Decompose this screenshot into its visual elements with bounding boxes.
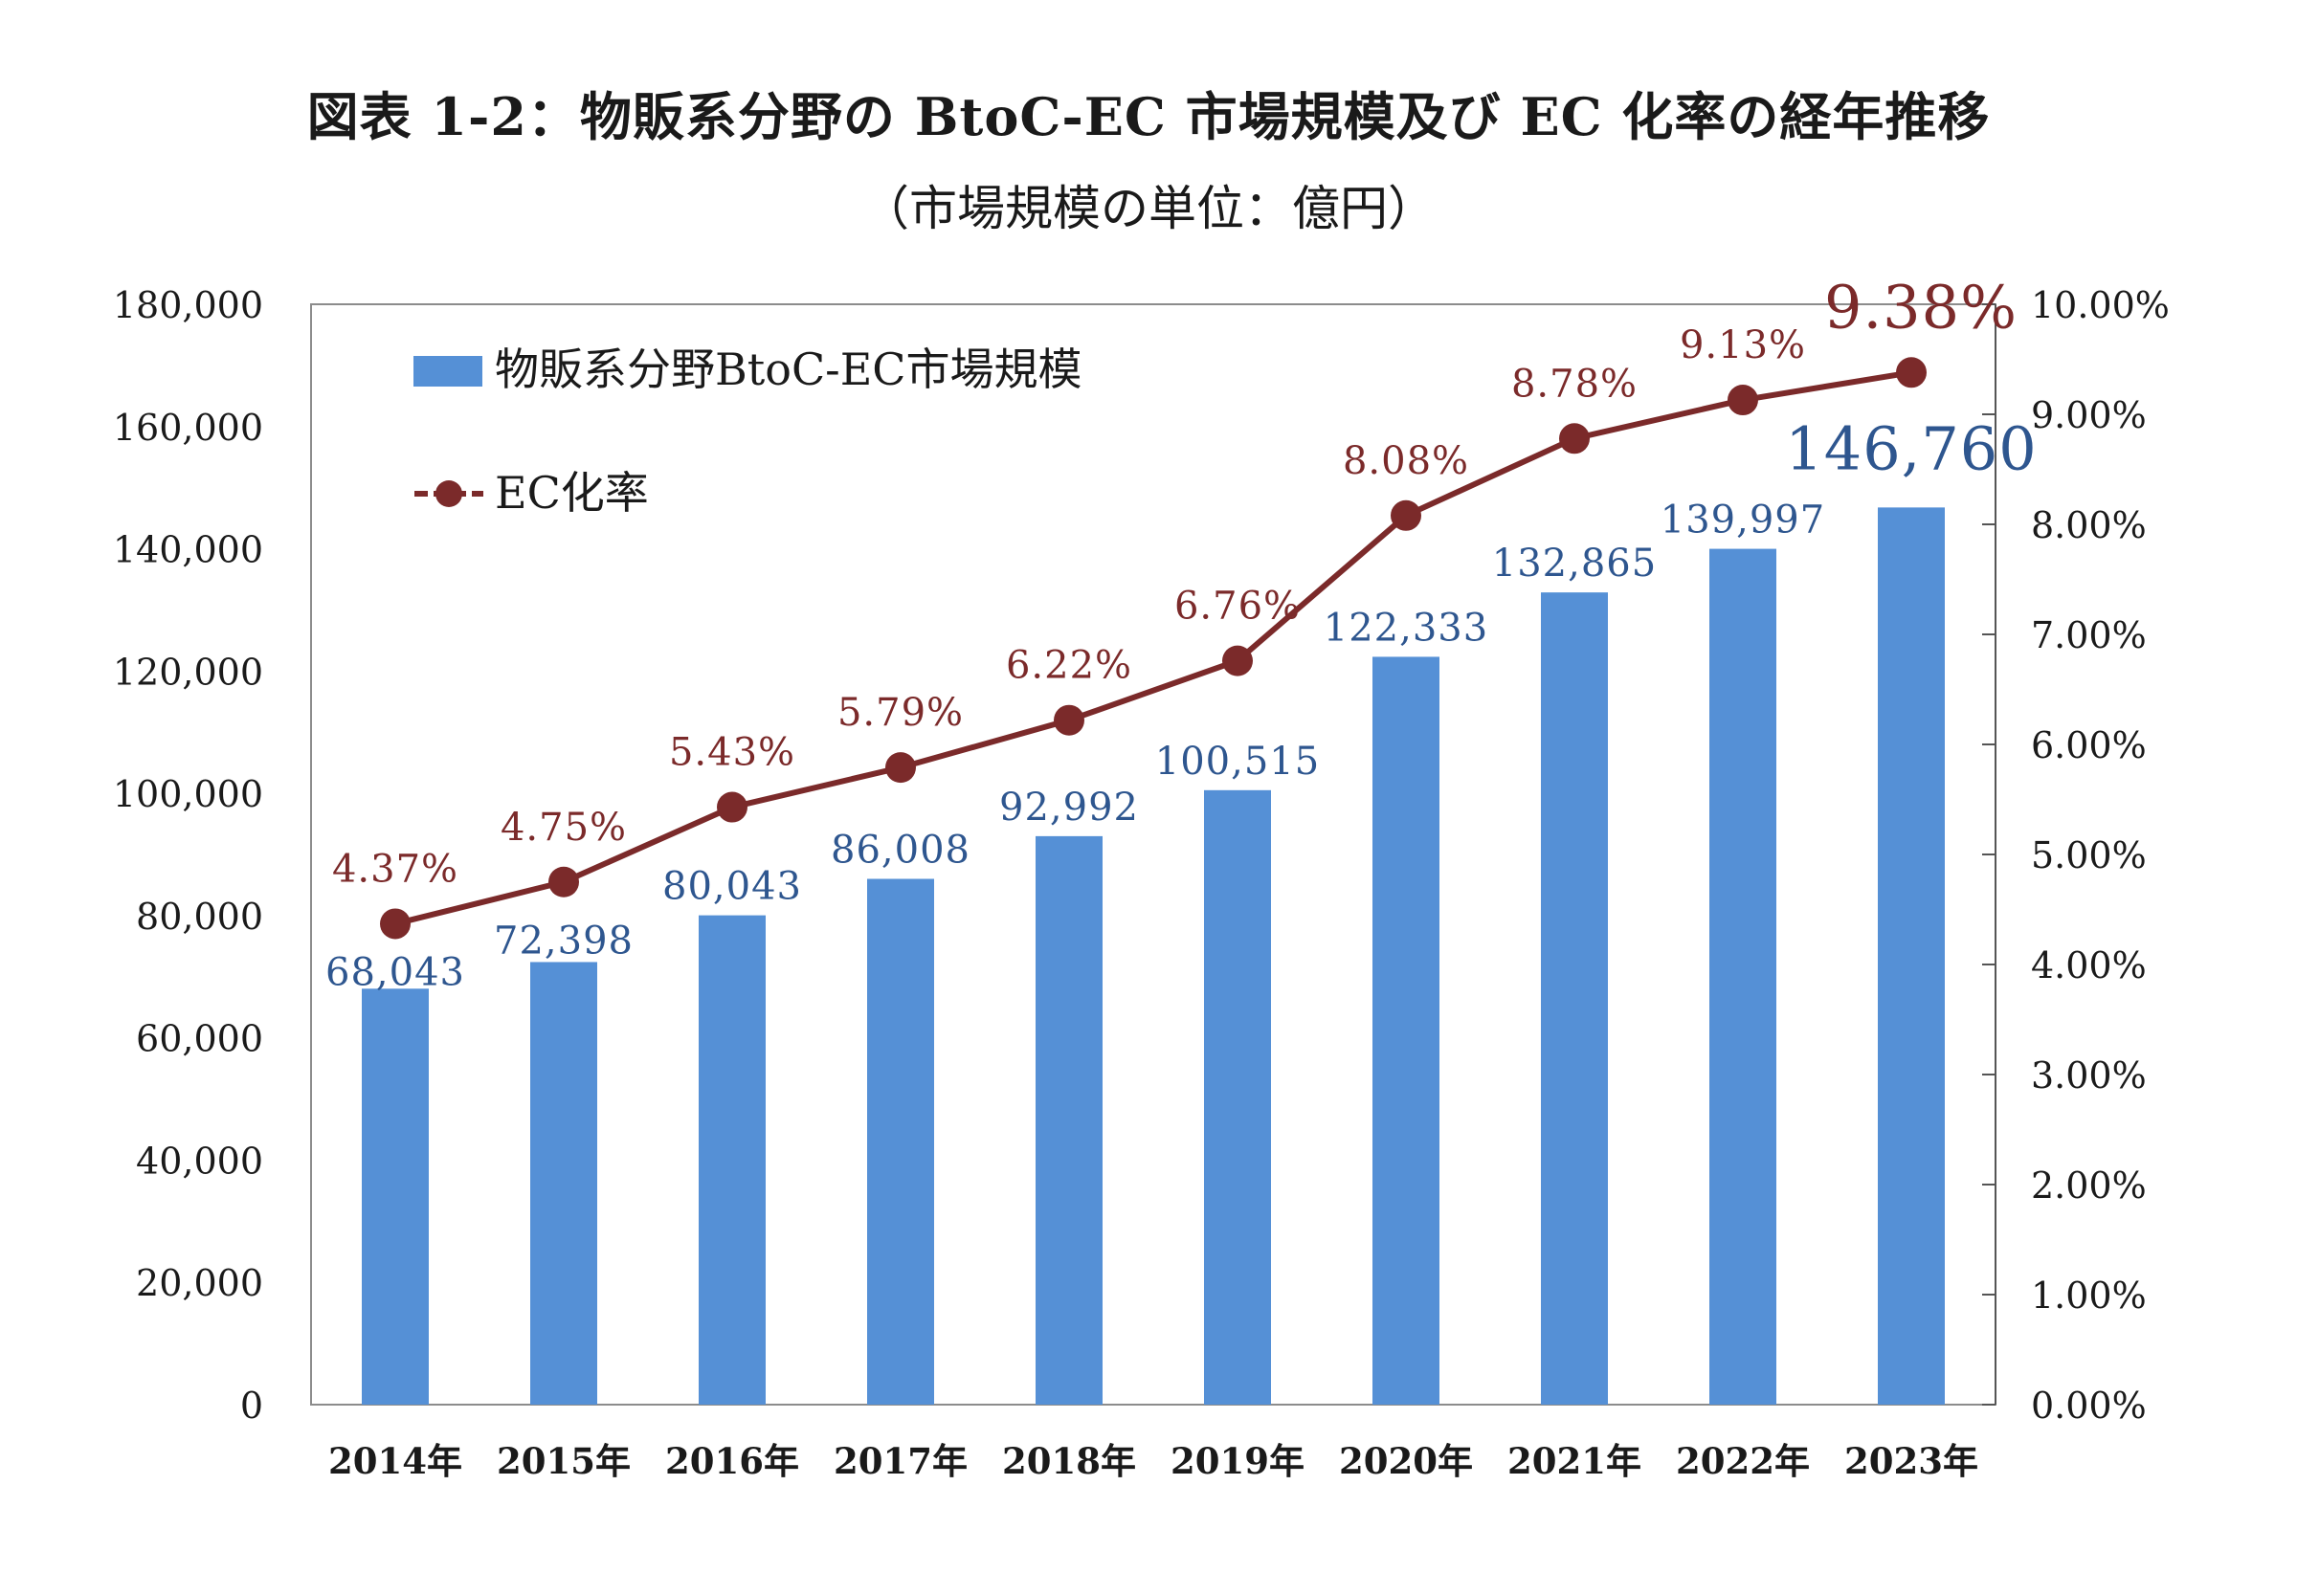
legend-bar-label: 物販系分野BtoC-EC市場規模 <box>495 344 1082 395</box>
x-tick-label: 2016年 <box>665 1440 799 1482</box>
bar <box>1204 789 1271 1405</box>
x-tick-label: 2017年 <box>834 1440 968 1482</box>
ec-rate-label: 4.75% <box>501 806 627 850</box>
left-axis-tick-label: 0 <box>240 1385 263 1427</box>
bar-value-label: 68,043 <box>325 950 465 994</box>
bar <box>1372 656 1439 1405</box>
ec-rate-point <box>380 908 411 940</box>
left-axis-tick-label: 100,000 <box>113 773 263 815</box>
bar-value-label: 72,398 <box>494 919 634 963</box>
ec-rate-label: 6.76% <box>1174 585 1301 629</box>
ec-rate-label: 9.13% <box>1680 323 1806 367</box>
ec-rate-point <box>548 866 579 898</box>
bar <box>530 962 597 1405</box>
x-tick-label: 2014年 <box>328 1440 462 1482</box>
bar-value-label: 132,865 <box>1492 542 1657 586</box>
x-tick-label: 2020年 <box>1339 1440 1473 1482</box>
ec-rate-label: 5.79% <box>837 691 964 735</box>
bar-value-label: 122,333 <box>1324 606 1488 650</box>
ec-rate-point <box>1896 357 1927 388</box>
right-axis-tick-label: 9.00% <box>2031 394 2147 436</box>
left-axis-tick-label: 60,000 <box>136 1018 263 1060</box>
right-axis-tick-label: 5.00% <box>2031 834 2147 876</box>
right-axis-tick-label: 8.00% <box>2031 504 2147 546</box>
ec-rate-point <box>1728 385 1758 416</box>
x-tick-label: 2018年 <box>1002 1440 1136 1482</box>
ec-rate-label: 4.37% <box>332 847 458 891</box>
bar-value-label: 86,008 <box>831 829 970 873</box>
ec-rate-label: 9.38% <box>1824 272 2018 342</box>
left-axis-tick-label: 160,000 <box>113 407 263 449</box>
ec-rate-point <box>717 791 747 823</box>
x-tick-label: 2023年 <box>1844 1440 1978 1482</box>
left-axis-tick-label: 40,000 <box>136 1140 263 1182</box>
bar-value-label: 80,043 <box>662 865 802 909</box>
legend-line-label: EC化率 <box>495 467 649 519</box>
bar <box>1541 592 1608 1405</box>
left-axis-tick-label: 140,000 <box>113 529 263 571</box>
ec-rate-label: 5.43% <box>669 731 795 775</box>
chart-subtitle: （市場規模の単位：億円） <box>861 181 1436 236</box>
right-axis-tick-label: 2.00% <box>2031 1164 2147 1207</box>
x-tick-label: 2021年 <box>1507 1440 1641 1482</box>
legend-bar-swatch <box>413 356 482 387</box>
ec-rate-point <box>1391 499 1421 531</box>
ec-rate-label: 8.08% <box>1343 439 1469 483</box>
bar <box>867 878 934 1405</box>
bar <box>1709 548 1776 1405</box>
ec-rate-line <box>394 369 1912 927</box>
legend-line-marker <box>435 480 462 507</box>
ec-rate-point <box>1054 704 1084 736</box>
right-axis-tick-label: 0.00% <box>2031 1385 2147 1427</box>
left-axis-tick-label: 80,000 <box>136 896 263 938</box>
bar-value-label: 100,515 <box>1155 740 1320 784</box>
ec-rate-point <box>885 752 916 784</box>
right-axis-tick-label: 10.00% <box>2031 284 2170 326</box>
x-tick-label: 2015年 <box>497 1440 631 1482</box>
right-axis-tick-label: 3.00% <box>2031 1054 2147 1097</box>
bar <box>1036 835 1103 1405</box>
bar <box>699 915 766 1405</box>
bar-value-label: 92,992 <box>999 786 1139 830</box>
x-tick-label: 2019年 <box>1171 1440 1305 1482</box>
left-axis-tick-label: 120,000 <box>113 651 263 693</box>
bar-value-label: 139,997 <box>1661 499 1825 543</box>
chart-title: 図表 1-2：物販系分野の BtoC-EC 市場規模及び EC 化率の経年推移 <box>306 86 1991 147</box>
ec-rate-point <box>1222 645 1253 676</box>
right-axis-tick-label: 6.00% <box>2031 724 2147 766</box>
right-axis-tick-label: 1.00% <box>2031 1275 2147 1317</box>
right-axis-tick-label: 4.00% <box>2031 944 2147 986</box>
ec-rate-label: 8.78% <box>1511 362 1638 406</box>
bar <box>1878 507 1945 1405</box>
ec-rate-point <box>1559 423 1590 454</box>
x-tick-label: 2022年 <box>1676 1440 1810 1482</box>
bar-value-label: 146,760 <box>1785 413 2037 483</box>
bar <box>362 988 429 1405</box>
ec-rate-label: 6.22% <box>1006 644 1132 688</box>
right-axis-tick-label: 7.00% <box>2031 614 2147 656</box>
left-axis-tick-label: 20,000 <box>136 1262 263 1304</box>
left-axis-tick-label: 180,000 <box>113 284 263 326</box>
